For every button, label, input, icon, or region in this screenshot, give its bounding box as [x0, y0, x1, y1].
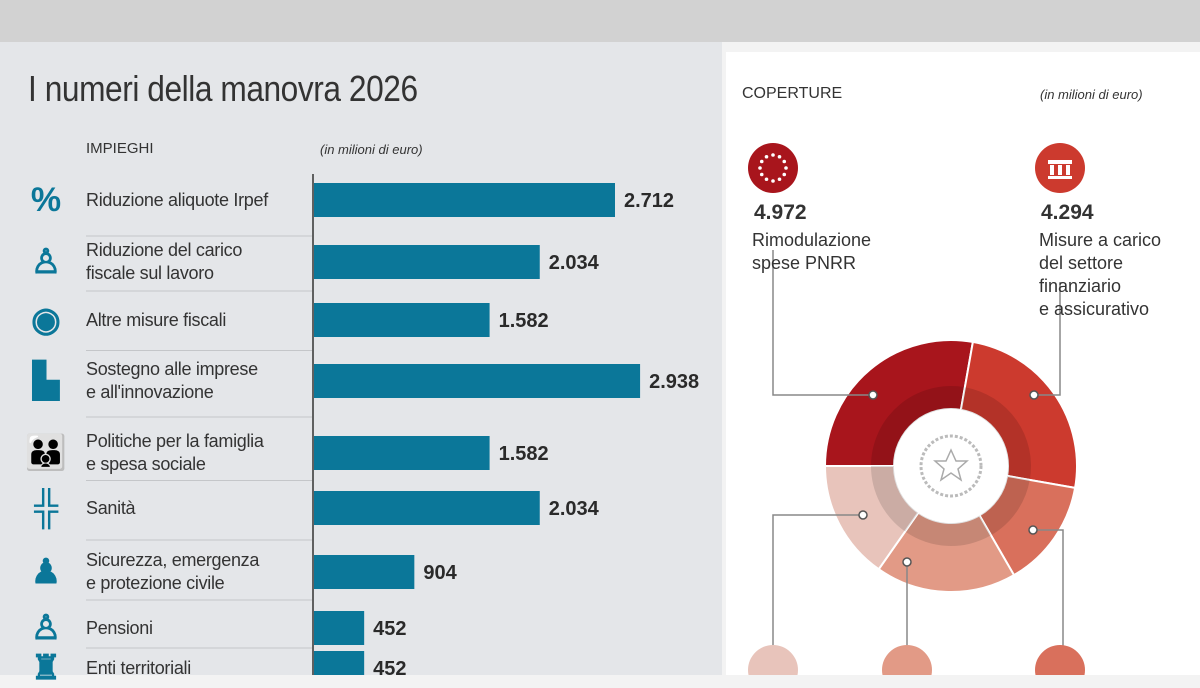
coverage-label: Rimodulazione spese PNRR — [752, 230, 872, 273]
bar — [314, 364, 641, 398]
emblem-star-icon — [933, 448, 969, 482]
donut-inner-ring — [960, 387, 1031, 480]
donut-inner-ring — [871, 386, 965, 466]
coverage-icon — [1035, 645, 1085, 675]
coverage-icon — [748, 645, 798, 675]
eu-star — [758, 166, 762, 170]
eu-star — [784, 166, 788, 170]
bar-value-label: 1.582 — [498, 310, 549, 332]
bar-category-label: Altre misure fiscali — [86, 309, 227, 330]
castle-tower-icon: ♜ — [30, 649, 62, 687]
leader-line — [1034, 282, 1061, 396]
bar-category-label: Politiche per la famiglia e spesa social… — [86, 431, 264, 474]
bar-category-label: Sostegno alle imprese e all'innovazione — [86, 359, 258, 402]
bar-category-label: Pensioni — [86, 617, 153, 638]
bar — [314, 555, 415, 589]
bank-base — [1048, 176, 1072, 179]
coperture-unit: (in milioni di euro) — [1040, 87, 1143, 102]
coverage-label: Misure a carico del settore finanziario … — [1039, 230, 1162, 319]
italian-emblem-icon — [919, 434, 983, 498]
bar — [314, 245, 540, 279]
banknote-icon: ◉ — [31, 301, 61, 339]
bar-category-label: Sanità — [86, 497, 136, 518]
bar-value-label: 452 — [373, 658, 407, 680]
eu-star — [759, 159, 764, 164]
bar-value-label: 2.034 — [548, 252, 599, 274]
eu-star — [764, 177, 769, 182]
eu-star — [777, 154, 782, 159]
donut-inner-ring — [871, 466, 919, 532]
coverage-value: 4.972 — [754, 201, 807, 224]
eu-stars-icon — [748, 143, 798, 193]
elderly-person-icon: ♙ — [30, 609, 62, 647]
top-band — [0, 0, 1200, 42]
bar-value-label: 2.938 — [649, 371, 700, 393]
eu-star — [782, 159, 787, 164]
leader-dot — [902, 557, 912, 567]
eu-star — [771, 179, 775, 183]
bar-value-label: 452 — [373, 618, 407, 640]
factory-icon: ▙ — [32, 362, 60, 400]
bar — [314, 303, 490, 337]
bank-roof — [1048, 160, 1072, 164]
donut-inner-ring — [905, 512, 991, 546]
coverage-icon — [882, 645, 932, 675]
bar-category-label: Enti territoriali — [86, 657, 191, 678]
office-worker-icon: ♙ — [30, 243, 62, 281]
leader-dot — [868, 390, 878, 400]
bar-value-label: 1.582 — [498, 443, 549, 465]
impieghi-header: IMPIEGHI — [86, 140, 154, 157]
percent-icon: % — [30, 181, 62, 219]
bar — [314, 491, 540, 525]
bar — [314, 436, 490, 470]
bar-value-label: 2.712 — [624, 190, 675, 212]
leader-dot — [1028, 525, 1038, 535]
health-cross-icon: ╬ — [33, 489, 59, 527]
coverage-value: 4.294 — [1041, 201, 1094, 224]
bar-category-label: Riduzione del carico fiscale sul lavoro — [86, 240, 243, 283]
bar-category-label: Riduzione aliquote Irpef — [86, 189, 268, 210]
eu-star — [777, 177, 782, 182]
bank-column — [1050, 165, 1054, 175]
family-icon: 👪 — [24, 434, 68, 472]
coperture-header: COPERTURE — [742, 85, 843, 102]
leader-line — [772, 514, 863, 645]
leader-dot — [1029, 390, 1039, 400]
bar — [314, 651, 365, 675]
leader-dot — [858, 510, 868, 520]
bank-column — [1066, 165, 1070, 175]
police-officer-icon: ♟ — [30, 553, 62, 591]
donut-hole — [894, 409, 1008, 523]
eu-star — [782, 172, 787, 177]
leader-line — [772, 250, 873, 396]
donut-inner-ring — [979, 475, 1030, 536]
eu-star — [759, 172, 764, 177]
impieghi-unit: (in milioni di euro) — [320, 142, 423, 157]
leader-line — [1033, 529, 1064, 675]
page-title: I numeri della manovra 2026 — [28, 68, 418, 109]
bar-value-label: 2.034 — [548, 498, 599, 520]
bar-category-label: Sicurezza, emergenza e protezione civile — [86, 550, 260, 593]
eu-star — [764, 154, 769, 159]
bar-value-label: 904 — [423, 562, 457, 584]
bank-column — [1058, 165, 1062, 175]
bar — [314, 183, 615, 217]
bar — [314, 611, 365, 645]
eu-star — [771, 153, 775, 157]
